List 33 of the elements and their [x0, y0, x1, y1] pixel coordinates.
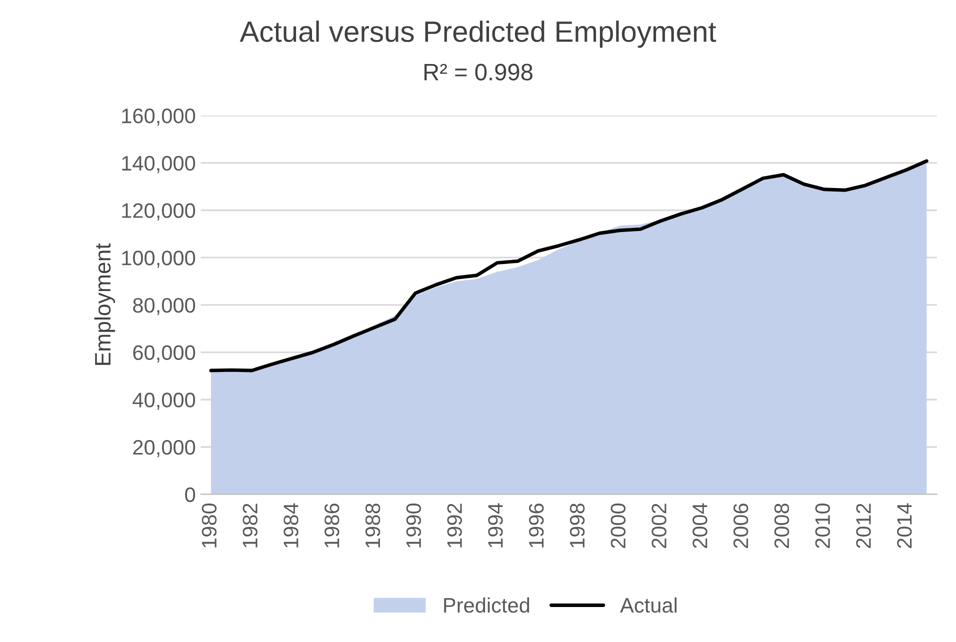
y-tick-label: 60,000: [133, 345, 196, 363]
y-tick-label: 0: [185, 487, 196, 502]
x-tick-label: 2000: [610, 503, 626, 548]
y-tick-label: 20,000: [133, 440, 196, 458]
x-tick-label: 1982: [242, 504, 258, 548]
y-tick-label: 40,000: [132, 392, 196, 410]
y-tick-label: 100,000: [122, 250, 196, 268]
x-tick-label: 1998: [570, 504, 585, 548]
x-tick-label: 1990: [406, 503, 422, 548]
legend-label: Predicted: [444, 597, 530, 613]
x-tick-label: 2012: [856, 504, 871, 548]
x-tick-label: 2014: [897, 503, 912, 548]
x-tick-label: 2002: [652, 504, 666, 548]
chart-subtitle: R² = 0.998: [424, 64, 532, 80]
y-tick-label: 120,000: [122, 203, 196, 220]
x-tick-label: 1980: [202, 503, 217, 548]
x-tick-label: 2008: [774, 504, 790, 548]
x-tick-label: 2010: [815, 503, 830, 548]
x-tick-label: 1994: [488, 503, 503, 548]
chart-title: Actual versus Predicted Employment: [240, 20, 716, 48]
x-tick-label: 1996: [528, 504, 544, 548]
y-axis-title: Employment: [94, 243, 116, 365]
x-tick-label: 1992: [447, 504, 462, 548]
y-tick-label: 80,000: [133, 298, 196, 316]
x-tick-label: 1986: [324, 504, 340, 548]
y-tick-label: 160,000: [122, 108, 196, 126]
x-tick-label: 2006: [733, 504, 748, 548]
y-tick-label: 140,000: [122, 156, 196, 174]
x-tick-label: 2004: [692, 503, 708, 548]
x-tick-label: 1984: [284, 503, 298, 548]
x-tick-label: 1988: [365, 504, 380, 548]
line-series: [209, 159, 928, 372]
legend-label: Actual: [620, 597, 677, 613]
